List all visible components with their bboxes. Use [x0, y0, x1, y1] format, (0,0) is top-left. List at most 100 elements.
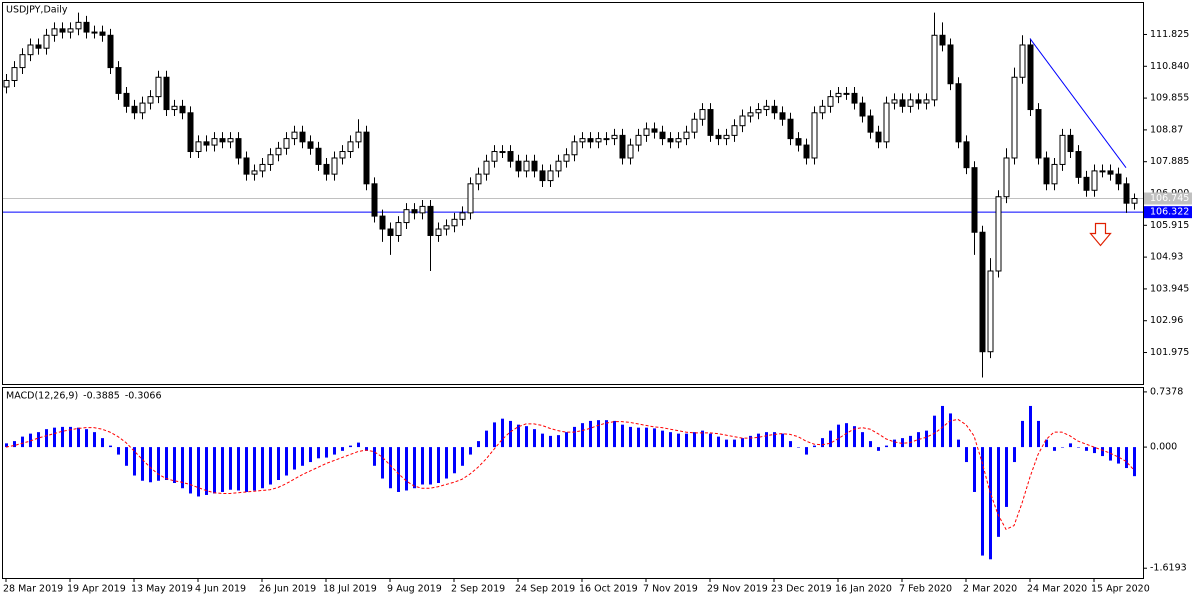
macd-bar	[421, 447, 424, 485]
x-tick-label: 18 Jul 2019	[323, 584, 377, 595]
candle-body	[123, 92, 130, 107]
candle-body	[1019, 44, 1026, 78]
macd-bar	[829, 430, 832, 448]
x-tick-label: 26 Jun 2019	[259, 584, 316, 595]
macd-bar	[149, 447, 152, 483]
macd-bar	[77, 427, 80, 448]
macd-bar	[13, 441, 16, 448]
candle-body	[395, 222, 402, 236]
candle-body	[59, 28, 66, 33]
macd-bar	[269, 447, 272, 485]
x-tick-label: 23 Dec 2019	[771, 584, 832, 595]
macd-bar	[565, 432, 568, 448]
candle-body	[235, 138, 242, 159]
macd-bar	[637, 427, 640, 448]
x-tick-label: 7 Feb 2020	[899, 584, 952, 595]
macd-bar	[397, 447, 400, 492]
candle-body	[1035, 109, 1042, 159]
indicator-name: MACD(12,26,9)	[6, 391, 78, 402]
candle-body	[347, 141, 354, 153]
candle-body	[1027, 44, 1034, 111]
macd-bar	[1101, 447, 1104, 457]
macd-bar	[893, 439, 896, 448]
macd-panel	[2, 387, 1144, 579]
candle-body	[675, 138, 682, 143]
candle-body	[35, 44, 42, 49]
macd-bar	[605, 420, 608, 448]
macd-bar	[1029, 405, 1032, 448]
x-tick-label: 2 Sep 2019	[451, 584, 505, 595]
candle-body	[747, 112, 754, 117]
candle-body	[163, 76, 170, 111]
candle-body	[835, 92, 842, 98]
y-tick-label: 103.945	[1150, 283, 1189, 294]
macd-bar	[1045, 439, 1048, 448]
macd-bar	[437, 447, 440, 483]
candle-body	[795, 138, 802, 146]
macd-bar	[213, 447, 216, 494]
candle-body	[947, 44, 954, 85]
macd-bar	[285, 447, 288, 476]
candle-body	[147, 96, 154, 104]
macd-bar	[613, 420, 616, 448]
candle-body	[643, 128, 650, 136]
sell-arrow	[1089, 222, 1112, 247]
macd-bar	[85, 429, 88, 448]
candle-body	[771, 105, 778, 114]
macd-bar	[677, 433, 680, 448]
macd-bar	[573, 426, 576, 448]
candle-body	[739, 115, 746, 127]
macd-bar	[877, 447, 880, 451]
macd-bar	[685, 433, 688, 448]
candle-body	[443, 225, 450, 230]
macd-y-tick-label: 0.7378	[1150, 386, 1183, 397]
candle-body	[843, 92, 850, 95]
macd-bar	[1085, 447, 1088, 451]
macd-bar	[1133, 447, 1136, 477]
trendline	[1029, 38, 1127, 168]
candle-body	[1107, 170, 1114, 175]
macd-bar	[341, 447, 344, 451]
macd-bar	[701, 430, 704, 448]
candle-body	[907, 99, 914, 107]
macd-bar	[45, 429, 48, 448]
macd-bar	[789, 441, 792, 448]
candle-body	[891, 99, 898, 104]
signal-line	[5, 418, 1135, 531]
macd-bar	[797, 447, 800, 448]
x-tick-label: 16 Oct 2019	[579, 584, 638, 595]
candle-body	[219, 138, 226, 143]
macd-bar	[981, 447, 984, 556]
macd-last-value: -0.3885	[83, 391, 120, 402]
candle-body	[67, 28, 74, 33]
candle-body	[1115, 173, 1122, 185]
macd-bar	[925, 430, 928, 448]
candle-body	[107, 34, 114, 69]
candle-body	[635, 134, 642, 146]
macd-bar	[253, 447, 256, 491]
x-tick-label: 24 Sep 2019	[515, 584, 575, 595]
x-tick-label: 16 Jan 2020	[835, 584, 892, 595]
candle-body	[763, 105, 770, 111]
candle-body	[227, 138, 234, 143]
macd-bar	[365, 447, 368, 451]
candle-body	[307, 141, 314, 149]
candle-body	[451, 218, 458, 227]
candle-body	[1099, 170, 1106, 173]
candle-body	[611, 134, 618, 140]
candle-body	[827, 96, 834, 107]
macd-bar	[909, 435, 912, 448]
candle-body	[499, 151, 506, 154]
macd-bar	[917, 432, 920, 448]
candle-body	[731, 125, 738, 136]
candle-body	[779, 112, 786, 120]
y-tick-label: 108.87	[1150, 124, 1183, 135]
macd-bar	[333, 447, 336, 455]
y-tick-label: 111.825	[1150, 29, 1189, 40]
macd-bar	[485, 430, 488, 448]
candle-body	[651, 128, 658, 133]
candle-body	[3, 79, 10, 88]
y-tick-label: 105.915	[1150, 220, 1189, 231]
chart-title: USDJPY,Daily	[6, 5, 68, 16]
